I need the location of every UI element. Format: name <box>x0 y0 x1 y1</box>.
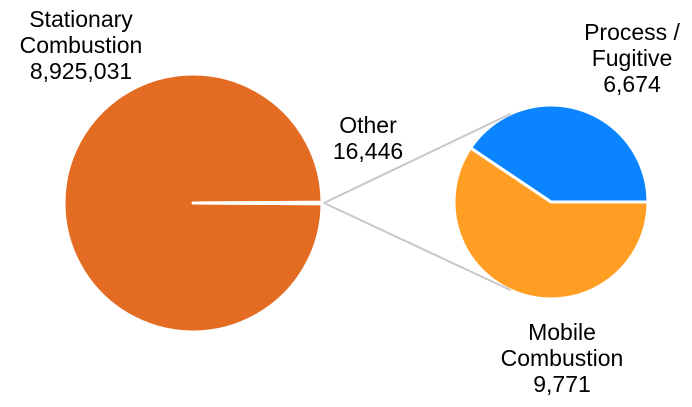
label-stationary-combustion: Stationary Combustion 8,925,031 <box>10 6 152 84</box>
label-mobile-combustion: Mobile Combustion 9,771 <box>492 319 632 397</box>
label-mobile-line1: Mobile <box>528 319 596 345</box>
label-process-fugitive: Process / Fugitive 6,674 <box>572 19 692 97</box>
connector-line-top <box>323 112 512 204</box>
label-process-line2: Fugitive <box>591 45 673 71</box>
label-stationary-value: 8,925,031 <box>29 58 133 84</box>
connector-line-bottom <box>323 202 512 292</box>
pie-slice-process-fugitive <box>468 103 650 204</box>
pie-slice-mobile-combustion <box>452 146 650 301</box>
pie-slice-other <box>192 200 324 206</box>
label-other: Other 16,446 <box>320 112 416 164</box>
label-stationary-line1: Stationary <box>29 6 133 32</box>
label-process-value: 6,674 <box>603 71 661 97</box>
label-mobile-line2: Combustion <box>500 345 624 371</box>
label-other-line1: Other <box>339 112 397 138</box>
label-process-line1: Process / <box>584 19 680 45</box>
label-mobile-value: 9,771 <box>533 371 591 397</box>
label-other-value: 16,446 <box>332 138 404 164</box>
label-stationary-line2: Combustion <box>19 32 143 58</box>
